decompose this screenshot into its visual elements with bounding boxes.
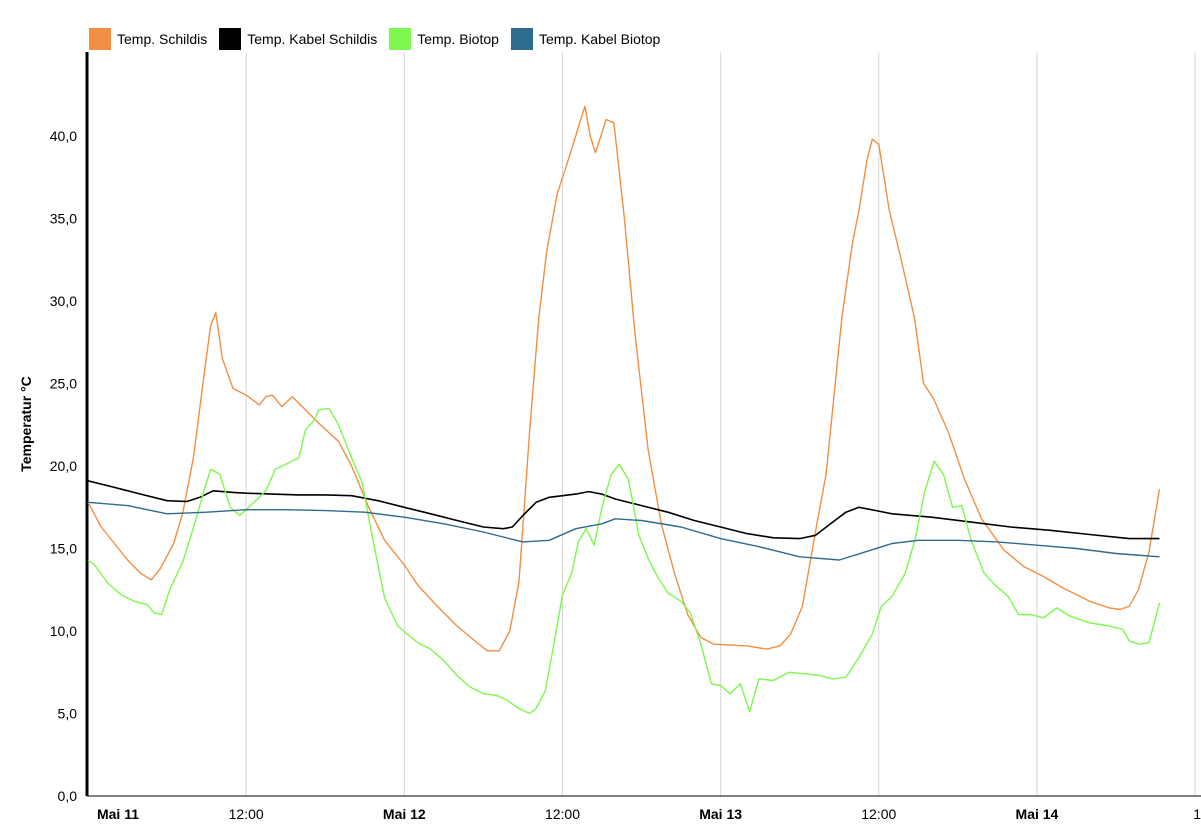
- legend-item-3[interactable]: Temp. Kabel Biotop: [510, 28, 661, 50]
- series-line-0: [87, 105, 1161, 652]
- legend: Temp. Schildis Temp. Kabel Schildis Temp. …: [89, 26, 660, 52]
- y-tick-label: 0,0: [58, 788, 78, 804]
- x-tick-label: 1: [1193, 806, 1201, 822]
- legend-label: Temp. Kabel Biotop: [538, 31, 661, 47]
- x-tick-label: Mai 14: [1016, 806, 1059, 822]
- legend-item-0[interactable]: Temp. Schildis: [89, 28, 207, 50]
- x-tick-label: 12:00: [229, 806, 264, 822]
- y-tick-label: 15,0: [50, 541, 77, 557]
- x-tick-label: 12:00: [861, 806, 896, 822]
- y-tick-label: 5,0: [58, 706, 78, 722]
- x-tick-label: Mai 13: [699, 806, 742, 822]
- legend-item-2[interactable]: Temp. Biotop: [389, 28, 499, 50]
- x-tick-label: 12:00: [545, 806, 580, 822]
- x-tick-label: Mai 12: [383, 806, 426, 822]
- series-line-3: [87, 501, 1160, 561]
- y-tick-label: 25,0: [50, 376, 77, 392]
- y-tick-label: 20,0: [50, 458, 77, 474]
- legend-item-1[interactable]: Temp. Kabel Schildis: [219, 28, 377, 50]
- legend-label: Temp. Biotop: [417, 31, 499, 47]
- y-axis-title: Temperatur °C: [18, 376, 34, 472]
- legend-swatch: [510, 28, 533, 50]
- y-tick-label: 40,0: [50, 128, 77, 144]
- legend-swatch: [89, 28, 111, 50]
- y-tick-label: 30,0: [50, 293, 77, 309]
- legend-swatch: [389, 28, 412, 50]
- y-tick-label: 35,0: [50, 211, 77, 227]
- legend-label: Temp. Schildis: [117, 31, 208, 47]
- x-tick-label: Mai 11: [97, 806, 139, 822]
- series-line-1: [87, 480, 1160, 540]
- y-tick-label: 10,0: [50, 623, 77, 639]
- legend-label: Temp. Kabel Schildis: [247, 31, 378, 47]
- legend-swatch: [219, 28, 242, 50]
- series-line-2: [87, 407, 1161, 715]
